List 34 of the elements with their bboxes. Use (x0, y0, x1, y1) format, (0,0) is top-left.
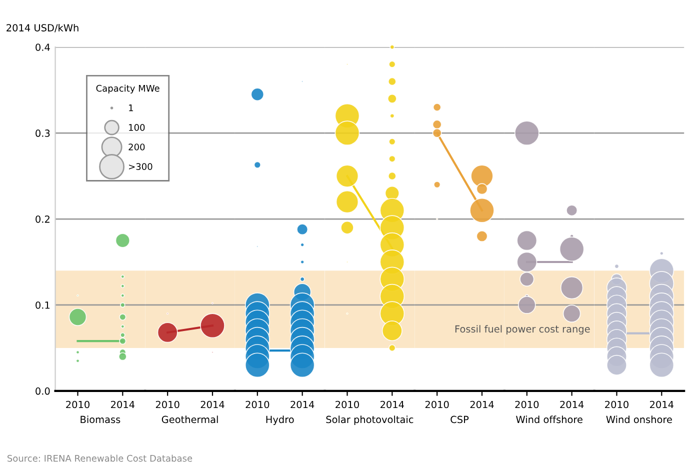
x-tick-label: 2014 (200, 400, 224, 408)
legend-label: 200 (128, 144, 145, 150)
x-tick-label: 2014 (111, 400, 134, 408)
y-tick-label: 0.0 (36, 387, 50, 395)
y-tick-label: 0.1 (36, 301, 50, 309)
x-tick-label: 2014 (650, 400, 674, 408)
x-tick-label: 2010 (66, 400, 90, 408)
x-axis-title: Wind offshore (516, 416, 582, 424)
y-tick-label: 0.4 (36, 44, 50, 51)
band-label: Fossil fuel power cost range (455, 325, 590, 334)
x-tick-label: 2010 (515, 400, 539, 408)
x-axis-title: Biomass (80, 416, 120, 424)
x-tick-label: 2014 (290, 400, 314, 408)
x-axis-title: Geothermal (162, 416, 218, 424)
x-tick-label: 2010 (605, 400, 628, 408)
y-tick-label: 0.3 (36, 130, 50, 137)
x-axis-title: Solar photovoltaic (326, 416, 414, 426)
legend-label: 100 (129, 124, 145, 131)
x-axis-title: Wind onshore (606, 416, 672, 424)
x-tick-label: 2010 (246, 400, 270, 408)
x-tick-label: 2010 (156, 400, 180, 408)
x-tick-label: 2014 (470, 400, 494, 408)
legend-title: Capacity MWe (96, 84, 160, 94)
legend-label: >300 (129, 163, 152, 170)
x-tick-label: 2014 (560, 400, 584, 408)
y-tick-label: 0.2 (36, 215, 50, 223)
x-tick-label: 2010 (425, 400, 449, 408)
x-tick-label: 2010 (336, 400, 359, 408)
x-tick-label: 2014 (380, 400, 404, 408)
legend-label: 1 (129, 104, 133, 112)
source-note: Source: IRENA Renewable Cost Database (8, 454, 192, 462)
y-axis-title: 2014 USD/kWh (6, 24, 78, 32)
x-axis-title: CSP (450, 416, 469, 424)
x-axis-title: Hydro (266, 416, 294, 426)
